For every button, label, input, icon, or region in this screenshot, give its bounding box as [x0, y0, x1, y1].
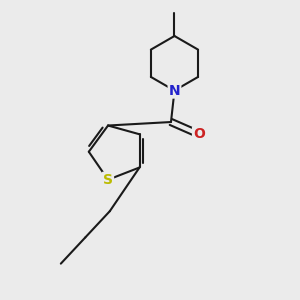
Text: N: N: [169, 84, 180, 98]
Text: S: S: [103, 173, 113, 187]
Text: O: O: [193, 127, 205, 141]
